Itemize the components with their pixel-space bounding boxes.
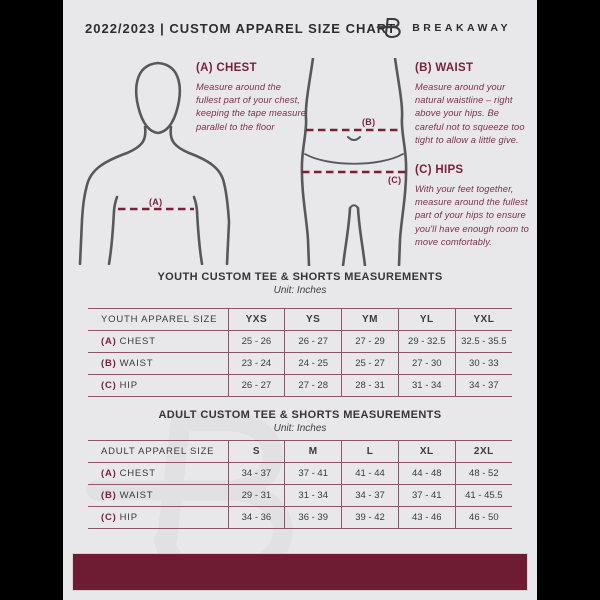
value-cell: 39 - 42	[341, 506, 399, 529]
value-cell: 41 - 45.5	[454, 484, 512, 507]
value-cell: 46 - 50	[454, 506, 512, 529]
size-col-header: YM	[341, 308, 399, 331]
table-header-row: YOUTH APPAREL SIZE YXS YS YM YL YXL	[88, 308, 512, 331]
table-row: (B) WAIST 29 - 31 31 - 34 34 - 37 37 - 41…	[88, 484, 512, 507]
value-cell: 44 - 48	[397, 462, 456, 485]
chest-guide: (A) CHEST Measure around the fullest par…	[196, 62, 308, 134]
row-label: CHEST	[119, 336, 156, 347]
value-cell: 41 - 44	[341, 462, 399, 485]
value-cell: 34 - 36	[227, 506, 285, 529]
torso-figure	[78, 61, 231, 265]
value-cell: 24 - 25	[284, 352, 342, 375]
value-cell: 27 - 28	[284, 374, 342, 397]
table-row: (B) WAIST 23 - 24 24 - 25 25 - 27 27 - 30…	[88, 352, 512, 375]
adult-table-unit: Unit: Inches	[273, 423, 327, 434]
value-cell: 31 - 34	[397, 374, 456, 397]
adult-table-title: ADULT CUSTOM TEE & SHORTS MEASUREMENTS	[158, 409, 442, 421]
value-cell: 26 - 27	[227, 374, 285, 397]
row-prefix: (B)	[101, 490, 117, 501]
table-header-row: ADULT APPAREL SIZE S M L XL 2XL	[88, 440, 512, 463]
value-cell: 29 - 32.5	[397, 330, 456, 353]
value-cell: 43 - 46	[397, 506, 456, 529]
table-row: (A) CHEST 34 - 37 37 - 41 41 - 44 44 - 48…	[88, 462, 512, 485]
size-col-header: S	[227, 440, 285, 463]
youth-table-unit: Unit: Inches	[273, 285, 327, 296]
value-cell: 34 - 37	[341, 484, 399, 507]
value-cell: 34 - 37	[227, 462, 285, 485]
waist-guide-heading: (B) WAIST	[415, 62, 474, 74]
brand-lockup: BREAKAWAY	[376, 16, 511, 40]
row-label-cell: (B) WAIST	[88, 484, 228, 507]
value-cell: 25 - 27	[341, 352, 399, 375]
value-cell: 30 - 33	[454, 352, 512, 375]
value-cell: 27 - 30	[397, 352, 456, 375]
size-col-header: M	[284, 440, 342, 463]
value-cell: 29 - 31	[227, 484, 285, 507]
chest-guide-body: Measure around the fullest part of your …	[196, 82, 306, 132]
lower-body-figure	[300, 58, 408, 266]
size-col-header: L	[341, 440, 399, 463]
hips-guide-heading: (C) HIPS	[415, 164, 464, 176]
row-label: WAIST	[119, 490, 154, 501]
adult-size-header: ADULT APPAREL SIZE	[88, 440, 228, 463]
youth-size-table: YOUTH APPAREL SIZE YXS YS YM YL YXL (A) C…	[88, 308, 512, 397]
value-cell: 27 - 29	[341, 330, 399, 353]
youth-table-title: YOUTH CUSTOM TEE & SHORTS MEASUREMENTS	[157, 271, 443, 283]
size-col-header: YXS	[227, 308, 285, 331]
brand-name: BREAKAWAY	[412, 22, 511, 34]
chest-line-marker: (A)	[149, 197, 163, 207]
footer-bar	[72, 553, 528, 591]
adult-size-table: ADULT APPAREL SIZE S M L XL 2XL (A) CHEST…	[88, 440, 512, 529]
row-label: HIP	[119, 380, 138, 391]
waist-line-marker: (B)	[362, 117, 376, 127]
row-label: HIP	[119, 512, 138, 523]
table-row: (C) HIP 34 - 36 36 - 39 39 - 42 43 - 46 4…	[88, 506, 512, 529]
row-prefix: (C)	[101, 380, 117, 391]
size-col-header: YXL	[454, 308, 512, 331]
chest-guide-heading: (A) CHEST	[196, 62, 257, 74]
youth-size-header: YOUTH APPAREL SIZE	[88, 308, 228, 331]
value-cell: 48 - 52	[454, 462, 512, 485]
page-title: 2022/2023 | CUSTOM APPAREL SIZE CHART	[85, 21, 397, 36]
row-prefix: (C)	[101, 512, 117, 523]
value-cell: 34 - 37	[454, 374, 512, 397]
waist-guide: (B) WAIST Measure around your natural wa…	[415, 62, 529, 147]
row-label-cell: (B) WAIST	[88, 352, 228, 375]
row-prefix: (B)	[101, 358, 117, 369]
row-label: CHEST	[119, 468, 156, 479]
row-label-cell: (C) HIP	[88, 374, 228, 397]
hip-line-marker: (C)	[388, 175, 402, 185]
size-col-header: XL	[397, 440, 456, 463]
value-cell: 32.5 - 35.5	[454, 330, 512, 353]
size-chart-page: 2022/2023 | CUSTOM APPAREL SIZE CHART BR…	[63, 0, 537, 600]
value-cell: 23 - 24	[227, 352, 285, 375]
table-row: (A) CHEST 25 - 26 26 - 27 27 - 29 29 - 32…	[88, 330, 512, 353]
value-cell: 37 - 41	[284, 462, 342, 485]
row-label-cell: (A) CHEST	[88, 330, 228, 353]
size-col-header: YS	[284, 308, 342, 331]
hips-guide-body: With your feet together, measure around …	[415, 184, 529, 247]
size-col-header: 2XL	[454, 440, 512, 463]
row-label: WAIST	[119, 358, 154, 369]
size-col-header: YL	[397, 308, 456, 331]
table-row: (C) HIP 26 - 27 27 - 28 28 - 31 31 - 34 3…	[88, 374, 512, 397]
row-prefix: (A)	[101, 468, 117, 479]
waist-guide-body: Measure around your natural waistline – …	[415, 82, 525, 145]
value-cell: 37 - 41	[397, 484, 456, 507]
breakaway-b-logo-icon	[376, 17, 401, 39]
value-cell: 26 - 27	[284, 330, 342, 353]
value-cell: 31 - 34	[284, 484, 342, 507]
value-cell: 36 - 39	[284, 506, 342, 529]
hips-guide: (C) HIPS With your feet together, measur…	[415, 164, 533, 249]
row-prefix: (A)	[101, 336, 117, 347]
value-cell: 28 - 31	[341, 374, 399, 397]
value-cell: 25 - 26	[227, 330, 285, 353]
row-label-cell: (C) HIP	[88, 506, 228, 529]
row-label-cell: (A) CHEST	[88, 462, 228, 485]
